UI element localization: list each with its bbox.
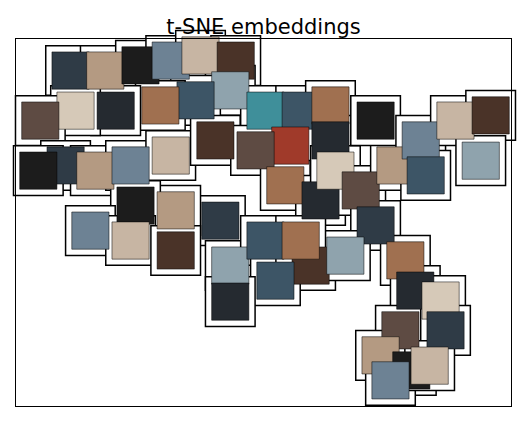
- svg-text:t-SNE embeddings: t-SNE embeddings: [166, 15, 361, 39]
